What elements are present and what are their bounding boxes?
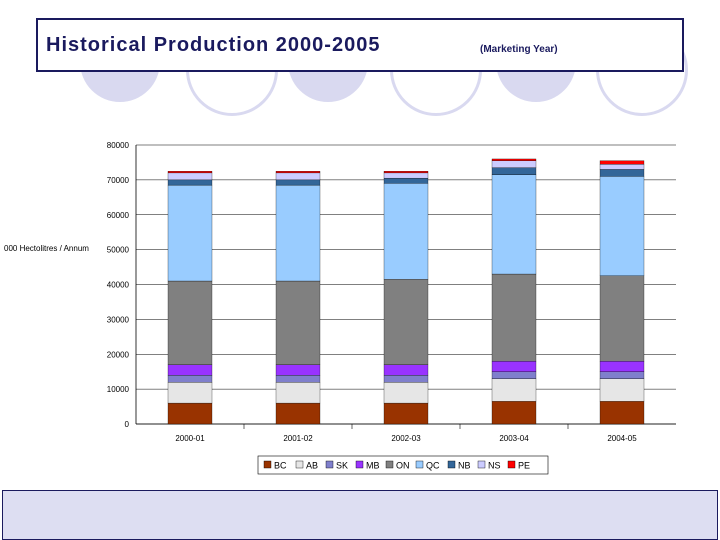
bar-segment-bc: [167, 402, 213, 425]
x-tick-label: 2001-02: [283, 434, 313, 443]
legend-label-qc: QC: [426, 461, 440, 471]
page-title: Historical Production 2000-2005: [46, 34, 381, 56]
bar-segment-nb: [167, 179, 213, 186]
legend-swatch-ns: [477, 460, 486, 469]
bar-segment-on: [167, 280, 213, 365]
bar-segment-ab: [383, 381, 429, 404]
bar-segment-ab: [599, 378, 645, 402]
page-subtitle: (Marketing Year): [480, 44, 558, 55]
bar-segment-mb: [599, 361, 645, 372]
bar-segment-mb: [383, 364, 429, 376]
bar-segment-sk: [491, 371, 537, 379]
footer-panel: [2, 490, 718, 540]
legend-label-on: ON: [396, 461, 410, 471]
legend-swatch-mb: [355, 460, 364, 469]
bar-segment-ab: [167, 381, 213, 404]
bar-segment-mb: [167, 364, 213, 376]
bar-segment-ns: [599, 164, 645, 170]
bar-segment-qc: [383, 183, 429, 280]
bar-segment-ns: [491, 160, 537, 168]
y-tick-label: 50000: [107, 246, 130, 255]
legend-label-mb: MB: [366, 461, 380, 471]
x-tick-label: 2004-05: [607, 434, 637, 443]
stacked-bar-chart: 0 10000 20000 30000 40000 50000 60000 70000 8000…: [107, 141, 676, 475]
bar-segment-sk: [383, 375, 429, 383]
bar-segment-bc: [599, 401, 645, 425]
x-tick-label: 2003-04: [499, 434, 529, 443]
bar-segment-ns: [383, 172, 429, 179]
bar-segment-pe: [599, 160, 645, 165]
y-tick-label: 20000: [107, 350, 130, 359]
bar-segment-pe: [167, 171, 213, 174]
bar-segment-on: [275, 280, 321, 365]
bar-segment-sk: [275, 375, 321, 383]
legend-swatch-nb: [447, 460, 456, 469]
bar-segment-nb: [599, 169, 645, 177]
bar-segment-bc: [383, 402, 429, 425]
bar-segment-on: [491, 273, 537, 362]
legend-label-ab: AB: [306, 461, 318, 471]
bar-segment-qc: [275, 184, 321, 282]
legend-label-ns: NS: [488, 461, 501, 471]
bar-segment-bc: [275, 402, 321, 425]
bar-segment-nb: [275, 179, 321, 186]
legend-swatch-ab: [295, 460, 304, 469]
bar-segment-bc: [491, 401, 537, 425]
y-axis-label: 000 Hectolitres / Annum: [4, 244, 89, 253]
bar-segment-mb: [491, 361, 537, 372]
bar-segment-ns: [275, 172, 321, 181]
bar-segment-qc: [599, 176, 645, 276]
legend-label-pe: PE: [518, 461, 530, 471]
legend-label-nb: NB: [458, 461, 471, 471]
legend-label-bc: BC: [274, 461, 287, 471]
legend-box: [257, 455, 549, 475]
bar-segment-qc: [491, 174, 537, 275]
x-tick-label: 2000-01: [175, 434, 205, 443]
y-tick-label: 80000: [107, 141, 130, 150]
bar-segment-on: [383, 279, 429, 365]
y-tick-label: 40000: [107, 281, 130, 290]
bar-segment-pe: [491, 158, 537, 161]
legend-label-sk: SK: [336, 461, 348, 471]
bar-segment-nb: [383, 177, 429, 184]
legend-swatch-bc: [263, 460, 272, 469]
bar-segment-sk: [599, 371, 645, 379]
bar-segment-nb: [491, 167, 537, 175]
bar-segment-ab: [491, 378, 537, 402]
bar-segment-mb: [275, 364, 321, 376]
y-tick-label: 30000: [107, 315, 130, 324]
y-tick-label: 60000: [107, 211, 130, 220]
legend-swatch-sk: [325, 460, 334, 469]
bar-segment-qc: [167, 184, 213, 282]
y-tick-label: 0: [125, 420, 130, 429]
legend-swatch-on: [385, 460, 394, 469]
bar-segment-on: [599, 275, 645, 362]
legend-swatch-pe: [507, 460, 516, 469]
bar-segment-pe: [383, 171, 429, 174]
bar-segment-ab: [275, 381, 321, 404]
x-tick-label: 2002-03: [391, 434, 421, 443]
legend-swatch-qc: [415, 460, 424, 469]
y-tick-label: 10000: [107, 385, 130, 394]
bar-segment-ns: [167, 172, 213, 181]
y-tick-label: 70000: [107, 176, 130, 185]
bar-segment-pe: [275, 171, 321, 174]
title-box: Historical Production 2000-2005 (Marketi…: [36, 18, 684, 72]
bar-segment-sk: [167, 375, 213, 383]
